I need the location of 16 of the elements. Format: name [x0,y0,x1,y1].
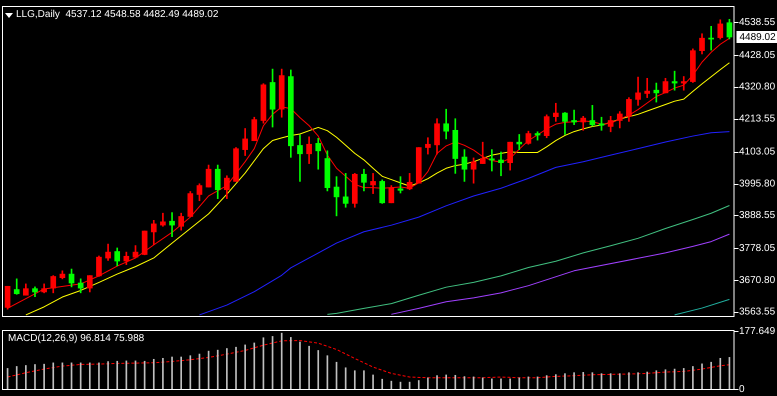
y-tick-label: 0 [739,384,745,395]
y-tick-label: 4538.55 [739,17,776,28]
candlestick [416,147,422,184]
text: 4489.02 [740,32,776,43]
y-tick-label: 3563.55 [739,306,776,318]
y-tick-label: 4103.05 [739,146,776,158]
chart-title: MACD(12,26,9) 96.814 75.988 [8,333,144,345]
y-tick-label: 3670.80 [739,274,776,286]
y-tick-label: 3995.80 [739,178,776,190]
y-tick-label: 3888.55 [739,210,776,222]
y-tick-label: 4320.80 [739,82,776,93]
chart-title: LLG,Daily 4537.12 4548.58 4482.49 4489.02 [16,9,218,21]
y-tick-label: 4428.05 [739,50,776,61]
y-tick-label: 3778.05 [739,242,776,254]
y-tick-label: 4213.55 [739,114,776,125]
y-tick-label: 177.649 [739,326,776,337]
